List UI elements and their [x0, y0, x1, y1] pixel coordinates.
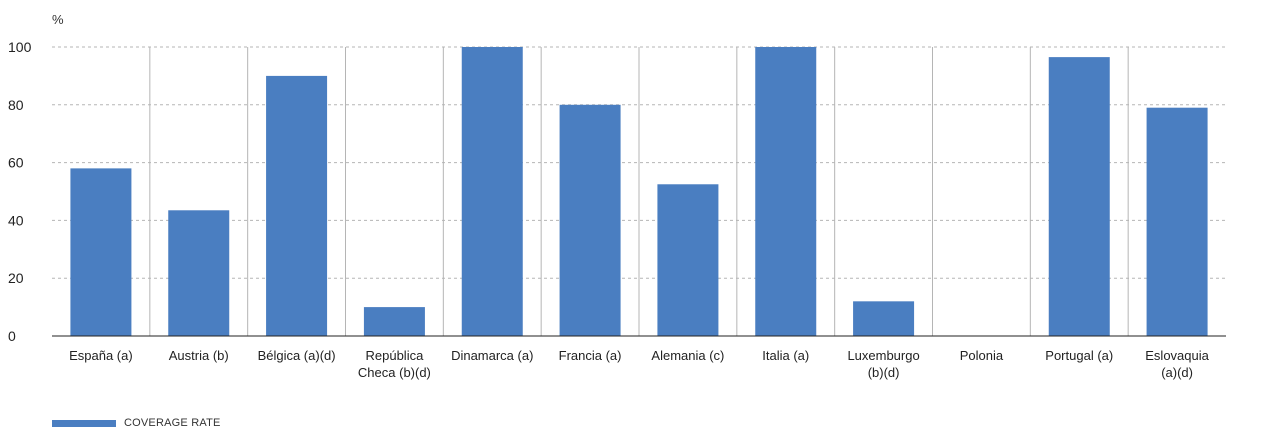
x-tick-label: Polonia [960, 348, 1004, 363]
bar [168, 210, 230, 336]
x-tick-label-line: Italia (a) [762, 348, 809, 363]
bar [657, 184, 719, 336]
x-tick-label-line: España (a) [69, 348, 133, 363]
bar [266, 75, 328, 337]
y-axis-ticks: 0 20 40 60 80 100 [8, 39, 32, 344]
legend-swatch [52, 419, 116, 427]
bar [559, 104, 621, 336]
y-axis-unit-label: % [52, 12, 64, 27]
x-tick-label-line: Bélgica (a)(d) [258, 348, 336, 363]
x-tick-label-line: Checa (b)(d) [358, 365, 431, 380]
x-tick-label-line: Dinamarca (a) [451, 348, 533, 363]
x-tick-label: Francia (a) [559, 348, 622, 363]
x-tick-label-line: (a)(d) [1161, 365, 1193, 380]
x-tick-label: Luxemburgo (b)(d) [847, 348, 919, 380]
x-tick-label-line: Austria (b) [169, 348, 229, 363]
bar [1048, 57, 1110, 337]
x-tick-label-line: Luxemburgo [847, 348, 919, 363]
x-tick-label-line: Polonia [960, 348, 1004, 363]
x-tick-label: Alemania (c) [651, 348, 724, 363]
bar [755, 47, 817, 336]
bar [1146, 107, 1208, 336]
bar [461, 47, 523, 336]
y-tick-label: 0 [8, 328, 16, 344]
legend: COVERAGE RATE [52, 416, 221, 430]
x-tick-label-line: Alemania (c) [651, 348, 724, 363]
bars [70, 47, 1208, 337]
x-tick-label: Portugal (a) [1045, 348, 1113, 363]
y-tick-label: 100 [8, 39, 32, 55]
bar [70, 168, 132, 336]
x-axis-labels: España (a) Austria (b) Bélgica (a)(d) Repúb… [69, 348, 1210, 380]
x-tick-label-line: Eslovaquia [1145, 348, 1209, 363]
y-tick-label: 20 [8, 270, 24, 286]
bar [363, 307, 425, 336]
x-tick-label: República Checa (b)(d) [358, 348, 431, 380]
x-tick-label: Italia (a) [762, 348, 809, 363]
x-tick-label: Eslovaquia (a)(d) [1145, 348, 1209, 380]
legend-label: COVERAGE RATE [124, 417, 221, 429]
x-tick-label: España (a) [69, 348, 133, 363]
gridlines [52, 46, 1226, 336]
x-tick-label-line: Portugal (a) [1045, 348, 1113, 363]
x-tick-label-line: (b)(d) [868, 365, 900, 380]
coverage-bar-chart: % 0 20 40 60 80 100 España (a) Austria (b) Bélg… [8, 12, 1226, 380]
bar [853, 301, 915, 336]
x-tick-label: Austria (b) [169, 348, 229, 363]
x-tick-label-line: República [366, 348, 425, 363]
y-tick-label: 60 [8, 155, 24, 171]
x-tick-label: Bélgica (a)(d) [258, 348, 336, 363]
x-tick-label: Dinamarca (a) [451, 348, 533, 363]
x-tick-label-line: Francia (a) [559, 348, 622, 363]
y-tick-label: 80 [8, 97, 24, 113]
y-tick-label: 40 [8, 212, 24, 228]
